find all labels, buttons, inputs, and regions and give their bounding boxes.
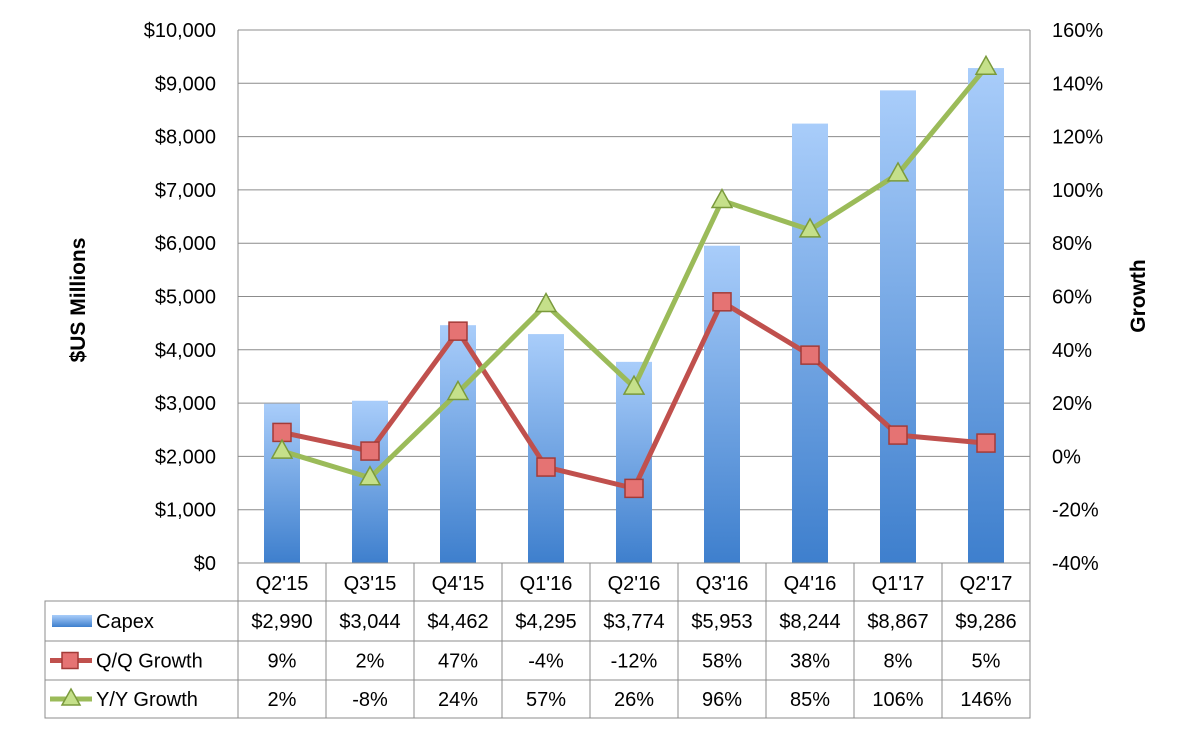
y-tick-right: -20% xyxy=(1052,500,1099,522)
data-label: 2% xyxy=(356,651,385,673)
data-label: $3,044 xyxy=(339,611,400,633)
y-axis-left-title: $US Millions xyxy=(67,238,90,363)
yy-growth-point xyxy=(974,54,998,76)
y-tick-right: 100% xyxy=(1052,180,1103,202)
category-label: Q3'15 xyxy=(344,573,397,595)
data-label: 106% xyxy=(872,689,923,711)
qq-growth-point xyxy=(536,457,556,477)
y-tick-right: 120% xyxy=(1052,127,1103,149)
category-label: Q2'15 xyxy=(256,573,309,595)
axes: $US Millions Growth $0 -40% $1,000 -20% $2,0… xyxy=(67,20,1150,575)
data-label: 9% xyxy=(268,651,297,673)
y-tick-left: $2,000 xyxy=(155,446,216,468)
legend-key-capex xyxy=(52,615,92,627)
y-tick-right: 80% xyxy=(1052,233,1092,255)
data-label: 57% xyxy=(526,689,566,711)
data-label: 2% xyxy=(268,689,297,711)
legend-label: Q/Q Growth xyxy=(96,651,203,673)
data-label: 5% xyxy=(972,651,1001,673)
y-tick-right: 140% xyxy=(1052,73,1103,95)
category-label: Q3'16 xyxy=(696,573,749,595)
qq-growth-point xyxy=(448,321,468,341)
qq-growth-point xyxy=(976,433,996,453)
yy-growth-point xyxy=(622,374,646,395)
data-table: Q2'15 Q3'15 Q4'15 Q1'16 Q2'16 Q3'16 Q4'16 Q1'17… xyxy=(44,562,1031,719)
qq-growth-point xyxy=(712,292,732,312)
y-tick-left: $3,000 xyxy=(155,393,216,415)
qq-growth-point xyxy=(800,345,820,365)
data-label: 26% xyxy=(614,689,654,711)
category-label: Q2'17 xyxy=(960,573,1013,595)
data-label: 8% xyxy=(884,651,913,673)
data-label: $5,953 xyxy=(691,611,752,633)
data-label: $3,774 xyxy=(603,611,664,633)
y-tick-left: $4,000 xyxy=(155,340,216,362)
legend-key-marker xyxy=(61,651,79,670)
capex-bars xyxy=(264,68,1004,564)
y-tick-left: $5,000 xyxy=(155,287,216,309)
y-tick-right: 60% xyxy=(1052,287,1092,309)
qq-growth-point xyxy=(888,425,908,445)
data-label: $9,286 xyxy=(955,611,1016,633)
data-label: $4,295 xyxy=(515,611,576,633)
qq-growth-point xyxy=(360,441,380,461)
data-label: -12% xyxy=(611,651,658,673)
legend-key-marker xyxy=(60,687,82,706)
data-label: 47% xyxy=(438,651,478,673)
category-label: Q2'16 xyxy=(608,573,661,595)
yy-growth-point xyxy=(798,217,822,238)
y-tick-left: $0 xyxy=(194,553,216,575)
y-tick-left: $6,000 xyxy=(155,233,216,255)
capex-bar xyxy=(792,123,828,564)
yy-growth-point xyxy=(710,188,734,209)
y-tick-left: $9,000 xyxy=(155,73,216,95)
category-label: Q4'15 xyxy=(432,573,485,595)
data-label: 38% xyxy=(790,651,830,673)
y-tick-right: 160% xyxy=(1052,20,1103,42)
growth-lines xyxy=(270,54,998,499)
yy-growth-point xyxy=(886,161,910,182)
data-label: -4% xyxy=(528,651,564,673)
data-label: 96% xyxy=(702,689,742,711)
category-label: Q1'17 xyxy=(872,573,925,595)
legend-label: Y/Y Growth xyxy=(96,689,198,711)
data-label: 58% xyxy=(702,651,742,673)
y-tick-left: $8,000 xyxy=(155,127,216,149)
data-label: 24% xyxy=(438,689,478,711)
yy-growth-point xyxy=(446,379,470,401)
data-label: 85% xyxy=(790,689,830,711)
y-tick-left: $7,000 xyxy=(155,180,216,202)
capex-bar xyxy=(968,68,1004,563)
y-tick-right: 40% xyxy=(1052,340,1092,362)
category-label: Q4'16 xyxy=(784,573,837,595)
data-label: $8,867 xyxy=(867,611,928,633)
data-label: $8,244 xyxy=(779,611,840,633)
y-tick-right: 0% xyxy=(1052,446,1081,468)
data-label: 146% xyxy=(960,689,1011,711)
data-label: $4,462 xyxy=(427,611,488,633)
y-tick-left: $1,000 xyxy=(155,500,216,522)
y-tick-right: 20% xyxy=(1052,393,1092,415)
yy-growth-point xyxy=(358,465,382,486)
y-tick-left: $10,000 xyxy=(144,20,216,42)
qq-growth-point xyxy=(624,478,644,499)
capex-bar xyxy=(440,325,476,563)
data-label: $2,990 xyxy=(251,611,312,633)
legend-label: Capex xyxy=(96,611,154,633)
y-axis-right-title: Growth xyxy=(1127,259,1150,333)
yy-growth-point xyxy=(270,438,294,459)
yy-growth-point xyxy=(534,291,558,313)
data-label: -8% xyxy=(352,689,388,711)
y-tick-right: -40% xyxy=(1052,553,1099,575)
category-label: Q1'16 xyxy=(520,573,573,595)
